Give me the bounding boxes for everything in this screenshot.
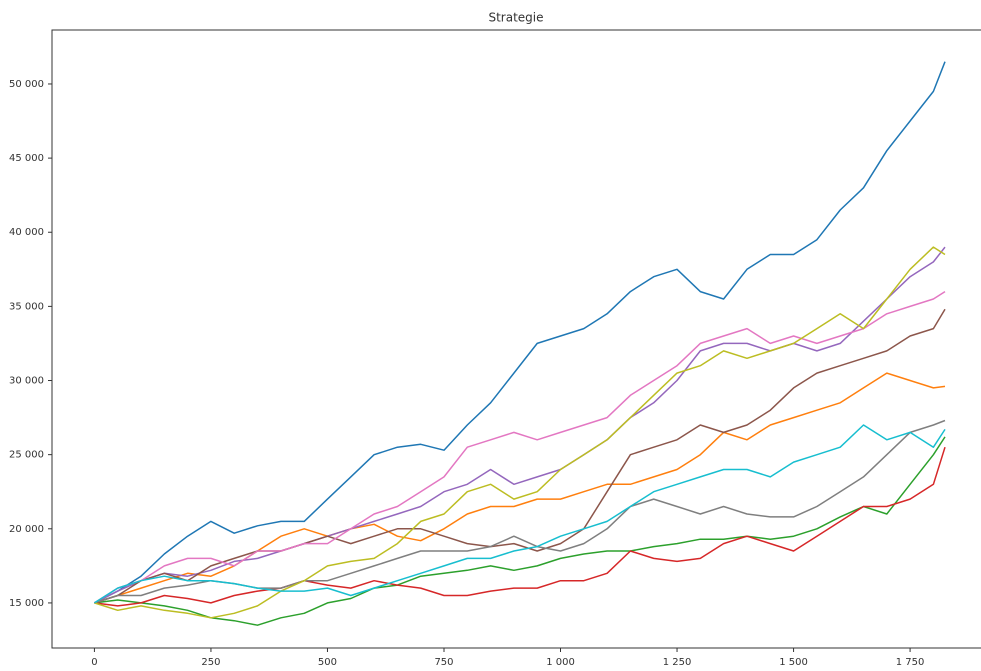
y-tick-label: 40 000 [9,227,44,238]
series-line [94,61,946,604]
series-line [94,372,946,604]
series-line [94,419,946,604]
series-line [94,246,946,619]
y-tick-label: 25 000 [9,450,44,461]
series-line [93,424,946,604]
x-tick-label: 1 000 [546,657,575,668]
x-tick-label: 500 [318,657,337,668]
series-line [94,308,946,604]
y-tick-label: 50 000 [9,79,44,90]
chart-title: Strategie [488,11,543,25]
series-line [94,246,946,604]
x-tick-label: 1 500 [779,657,808,668]
y-tick-label: 20 000 [9,524,44,535]
x-tick-label: 0 [91,657,97,668]
plot-frame [51,29,981,649]
series-line [93,290,946,604]
y-tick-label: 45 000 [9,153,44,164]
y-tick-label: 35 000 [9,301,44,312]
y-tick-label: 30 000 [9,376,44,387]
x-tick-label: 1 750 [896,657,925,668]
series-line [94,446,946,607]
x-tick-label: 250 [201,657,220,668]
x-tick-label: 1 250 [663,657,692,668]
y-tick-label: 15 000 [9,598,44,609]
series-line [94,436,946,626]
x-tick-label: 750 [434,657,453,668]
